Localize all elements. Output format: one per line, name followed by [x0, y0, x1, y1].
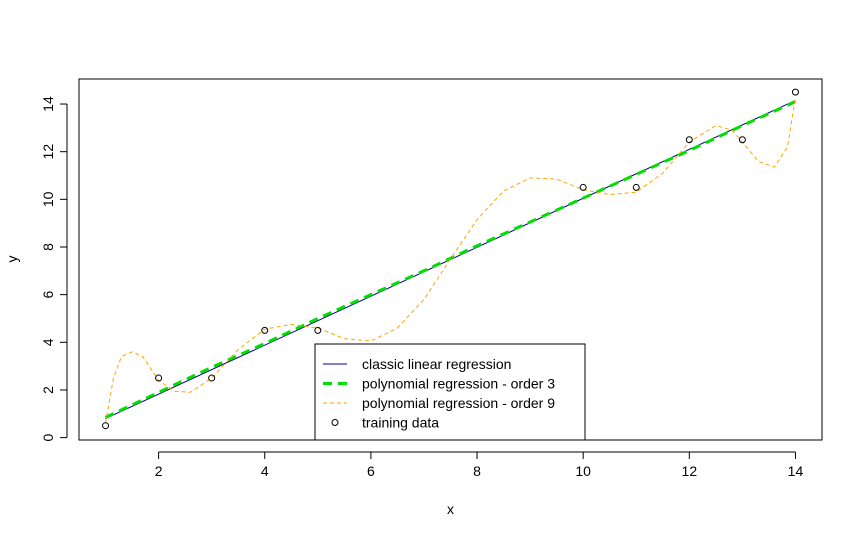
legend-label: polynomial regression - order 3 — [362, 376, 555, 392]
y-tick-label: 8 — [40, 243, 56, 251]
y-tick-label: 14 — [40, 96, 56, 112]
x-tick-label: 14 — [788, 463, 804, 479]
legend: classic linear regression polynomial regr… — [314, 343, 586, 441]
series-line-2 — [105, 96, 796, 424]
y-tick-label: 10 — [40, 191, 56, 207]
x-tick-label: 10 — [575, 463, 591, 479]
x-axis: 2 4 6 8 10 12 14 — [155, 451, 804, 479]
y-axis-title: y — [4, 256, 20, 263]
y-tick-label: 2 — [40, 386, 56, 394]
data-point — [791, 88, 799, 96]
data-point — [208, 374, 216, 382]
x-tick-label: 12 — [682, 463, 698, 479]
y-tick-label: 0 — [40, 434, 56, 442]
data-point — [579, 183, 587, 191]
series-layer — [102, 88, 799, 430]
x-tick-label: 6 — [367, 463, 375, 479]
data-point — [102, 422, 110, 430]
x-tick-label: 8 — [473, 463, 481, 479]
legend-swatch — [331, 419, 339, 426]
legend-box — [314, 343, 586, 441]
y-tick-label: 12 — [40, 144, 56, 160]
data-point — [314, 326, 322, 334]
legend-label: training data — [362, 415, 439, 431]
y-tick-label: 4 — [40, 338, 56, 346]
x-tick-label: 4 — [261, 463, 269, 479]
x-axis-title: x — [447, 501, 454, 517]
series-line-1 — [104, 100, 797, 419]
y-tick-label: 6 — [40, 291, 56, 299]
y-axis: 0 2 4 6 8 10 12 14 — [40, 96, 68, 442]
data-point — [685, 136, 693, 144]
data-point — [738, 136, 746, 144]
data-point — [632, 183, 640, 191]
data-point — [261, 326, 269, 334]
data-point — [155, 374, 163, 382]
x-tick-label: 2 — [155, 463, 163, 479]
legend-label: classic linear regression — [362, 356, 511, 372]
legend-label: polynomial regression - order 9 — [362, 395, 555, 411]
